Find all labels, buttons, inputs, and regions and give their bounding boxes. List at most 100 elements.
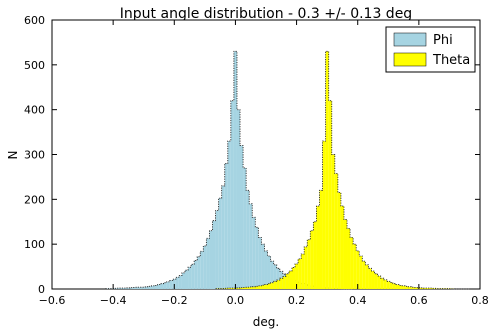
- bar-theta: [387, 281, 390, 289]
- bar-theta: [298, 259, 301, 289]
- bar-theta: [396, 285, 399, 289]
- y-tick-label: 100: [24, 238, 45, 251]
- bar-theta: [268, 284, 271, 289]
- bar-theta: [271, 283, 274, 289]
- bar-phi: [252, 217, 255, 289]
- y-tick-label: 400: [24, 104, 45, 117]
- bar-phi: [151, 286, 154, 289]
- y-tick-label: 200: [24, 193, 45, 206]
- x-tick-label: 0.2: [288, 294, 306, 307]
- bar-theta: [280, 278, 283, 289]
- bar-phi: [255, 227, 258, 289]
- x-tick-label: 0.8: [471, 294, 489, 307]
- bar-theta: [274, 281, 277, 289]
- x-axis-label: deg.: [253, 315, 279, 329]
- bar-theta: [335, 174, 338, 289]
- bar-phi: [249, 204, 252, 289]
- bar-theta: [362, 261, 365, 289]
- bar-theta: [332, 155, 335, 290]
- bar-theta: [338, 193, 341, 289]
- bar-phi: [222, 186, 225, 289]
- bar-phi: [194, 261, 197, 289]
- bar-theta: [307, 240, 310, 289]
- y-tick-label: 300: [24, 149, 45, 162]
- x-tick-label: −0.2: [161, 294, 188, 307]
- bar-phi: [154, 285, 157, 289]
- y-axis-label: N: [6, 151, 20, 160]
- bar-phi: [197, 257, 200, 289]
- bar-theta: [368, 268, 371, 289]
- bar-theta: [316, 206, 319, 289]
- bar-phi: [234, 51, 237, 289]
- bar-theta: [326, 51, 329, 289]
- bar-phi: [228, 141, 231, 289]
- x-tick-label: −0.4: [100, 294, 127, 307]
- y-tick-label: 600: [24, 14, 45, 27]
- bar-phi: [157, 285, 160, 289]
- legend: Phi Theta: [386, 27, 475, 72]
- bar-theta: [313, 222, 316, 289]
- bar-theta: [304, 247, 307, 289]
- legend-label-theta: Theta: [432, 53, 470, 68]
- y-tick-labels: 0 100 200 300 400 500 600: [24, 14, 45, 296]
- bar-phi: [219, 198, 222, 289]
- bar-theta: [286, 274, 289, 289]
- bar-phi: [179, 276, 182, 289]
- bar-phi: [240, 146, 243, 289]
- bar-phi: [209, 231, 212, 289]
- bar-phi: [185, 270, 188, 289]
- x-tick-label: 0.6: [410, 294, 428, 307]
- bar-phi: [188, 267, 191, 289]
- bar-phi: [231, 101, 234, 289]
- bar-phi: [246, 190, 249, 289]
- bar-theta: [323, 141, 326, 289]
- legend-swatch-theta: [394, 53, 426, 66]
- bar-phi: [176, 277, 179, 289]
- bar-theta: [344, 220, 347, 289]
- y-tick-label: 500: [24, 59, 45, 72]
- bar-theta: [356, 251, 359, 289]
- x-tick-label: 0.0: [227, 294, 245, 307]
- bar-phi: [200, 251, 203, 289]
- bar-phi: [182, 273, 185, 289]
- bar-phi: [243, 168, 246, 289]
- bar-theta: [381, 278, 384, 289]
- bar-theta: [261, 285, 264, 289]
- bar-theta: [390, 283, 393, 290]
- x-tick-labels: −0.6 −0.4 −0.2 0.0 0.2 0.4 0.6 0.8: [39, 294, 489, 307]
- bar-phi: [161, 284, 164, 289]
- bar-phi: [213, 221, 216, 289]
- bar-theta: [329, 101, 332, 289]
- bar-theta: [359, 256, 362, 289]
- bar-theta: [289, 271, 292, 289]
- bar-phi: [206, 238, 209, 289]
- x-tick-label: 0.4: [349, 294, 367, 307]
- bar-phi: [191, 264, 194, 289]
- bar-theta: [258, 286, 261, 289]
- bar-theta: [320, 190, 323, 289]
- legend-label-phi: Phi: [433, 33, 453, 48]
- bar-theta: [384, 280, 387, 289]
- bar-phi: [167, 282, 170, 289]
- bar-theta: [283, 276, 286, 289]
- bar-phi: [170, 280, 173, 289]
- bar-theta: [353, 244, 356, 289]
- bar-phi: [261, 244, 264, 289]
- bar-theta: [350, 237, 353, 289]
- bar-theta: [371, 271, 374, 289]
- bar-phi: [164, 283, 167, 289]
- bar-phi: [258, 237, 261, 289]
- bar-phi: [216, 211, 219, 289]
- bar-phi: [203, 246, 206, 289]
- y-tick-label: 0: [38, 283, 45, 296]
- bar-phi: [264, 251, 267, 289]
- bar-theta: [264, 285, 267, 289]
- bar-theta: [277, 280, 280, 289]
- bar-theta: [310, 231, 313, 289]
- bar-theta: [375, 274, 378, 289]
- bar-phi: [225, 163, 228, 289]
- bar-theta: [341, 206, 344, 289]
- bar-theta: [292, 267, 295, 289]
- bar-theta: [347, 228, 350, 289]
